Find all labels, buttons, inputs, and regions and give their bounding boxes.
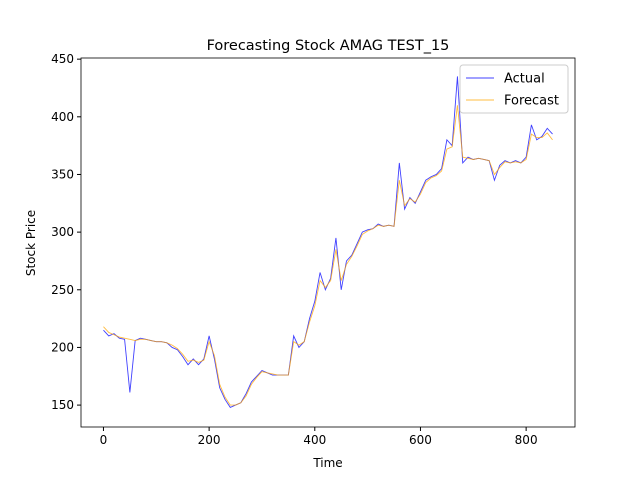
y-axis-label: Stock Price	[24, 210, 38, 276]
legend-label: Actual	[504, 72, 545, 87]
series-line	[103, 105, 553, 406]
legend: Actual Forecast	[459, 64, 569, 114]
y-tick-label: 300	[51, 225, 74, 239]
y-tick-label: 450	[51, 52, 74, 66]
y-tick-label: 400	[51, 110, 74, 124]
legend-label: Forecast	[504, 94, 559, 109]
y-tick-label: 350	[51, 167, 74, 181]
y-tick-label: 250	[51, 283, 74, 297]
x-tick-label: 600	[409, 433, 432, 447]
y-tick-label: 150	[51, 398, 74, 412]
chart-title: Forecasting Stock AMAG TEST_15	[207, 38, 450, 54]
series-line	[103, 76, 553, 408]
x-tick-label: 200	[198, 433, 221, 447]
x-tick-label: 800	[515, 433, 538, 447]
x-tick-label: 0	[100, 433, 108, 447]
legend-box	[459, 64, 569, 114]
x-tick-label: 400	[303, 433, 326, 447]
x-axis-label: Time	[312, 456, 342, 470]
plot-frame	[80, 57, 576, 428]
y-tick-label: 200	[51, 340, 74, 354]
